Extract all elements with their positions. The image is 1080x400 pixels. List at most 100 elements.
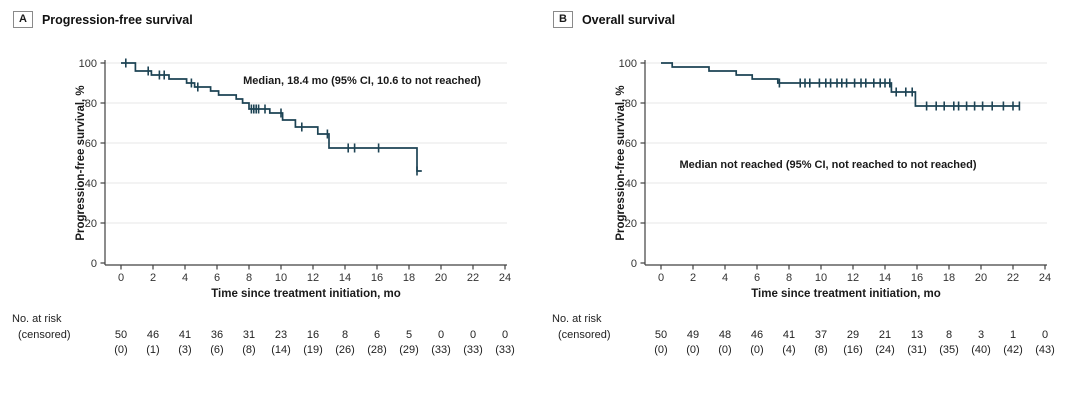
- x-tick-label: 20: [975, 272, 987, 284]
- panel-title-a: Progression-free survival: [41, 12, 193, 27]
- x-tick-label: 0: [118, 272, 124, 284]
- x-tick-label: 12: [307, 272, 319, 284]
- x-tick-label: 16: [371, 272, 383, 284]
- risk-at-risk-value: 50: [115, 329, 127, 341]
- y-tick-label: 60: [625, 138, 637, 150]
- risk-at-risk-value: 48: [719, 329, 731, 341]
- x-tick-label: 20: [435, 272, 447, 284]
- risk-at-risk-value: 8: [342, 329, 348, 341]
- risk-censored-value: (24): [875, 344, 895, 356]
- x-tick-label: 12: [847, 272, 859, 284]
- risk-at-risk-value: 5: [406, 329, 412, 341]
- risk-censored-value: (8): [242, 344, 255, 356]
- risk-censored-value: (0): [750, 344, 763, 356]
- y-tick-label: 40: [625, 178, 637, 190]
- panel-header-a: A Progression-free survival: [13, 11, 193, 28]
- risk-censored-value: (40): [971, 344, 991, 356]
- y-axis-label: Progression-free survival, %: [615, 85, 627, 240]
- y-tick-label: 80: [85, 98, 97, 110]
- y-tick-label: 60: [85, 138, 97, 150]
- risk-at-risk-value: 41: [179, 329, 191, 341]
- risk-at-risk-value: 0: [1042, 329, 1048, 341]
- x-tick-label: 10: [815, 272, 827, 284]
- risk-at-risk-value: 0: [470, 329, 476, 341]
- y-tick-label: 0: [91, 258, 97, 270]
- risk-censored-value: (0): [114, 344, 127, 356]
- x-tick-label: 14: [339, 272, 351, 284]
- y-tick-label: 20: [85, 218, 97, 230]
- risk-at-risk-value: 29: [847, 329, 859, 341]
- panel-letter-a: A: [13, 11, 33, 28]
- risk-censored-value: (4): [782, 344, 795, 356]
- risk-at-risk-value: 13: [911, 329, 923, 341]
- y-tick-label: 80: [625, 98, 637, 110]
- km-curve: [121, 62, 422, 172]
- x-tick-label: 22: [1007, 272, 1019, 284]
- x-tick-label: 2: [690, 272, 696, 284]
- risk-censored-value: (0): [718, 344, 731, 356]
- risk-censored-value: (33): [431, 344, 451, 356]
- risk-censored-value: (1): [146, 344, 159, 356]
- x-axis-label: Time since treatment initiation, mo: [211, 288, 401, 300]
- risk-censored-value: (42): [1003, 344, 1023, 356]
- x-tick-label: 6: [754, 272, 760, 284]
- risk-censored-value: (0): [686, 344, 699, 356]
- risk-censored-value: (43): [1035, 344, 1055, 356]
- x-tick-label: 16: [911, 272, 923, 284]
- x-tick-label: 24: [499, 272, 511, 284]
- y-tick-label: 40: [85, 178, 97, 190]
- x-tick-label: 18: [403, 272, 415, 284]
- x-tick-label: 18: [943, 272, 955, 284]
- risk-censored-value: (26): [335, 344, 355, 356]
- risk-at-risk-value: 16: [307, 329, 319, 341]
- risk-at-risk-value: 50: [655, 329, 667, 341]
- x-tick-label: 24: [1039, 272, 1051, 284]
- x-axis-label: Time since treatment initiation, mo: [751, 288, 941, 300]
- risk-censored-value: (29): [399, 344, 419, 356]
- x-tick-label: 10: [275, 272, 287, 284]
- risk-censored-value: (35): [939, 344, 959, 356]
- risk-table-label: No. at risk: [552, 313, 602, 325]
- risk-at-risk-value: 0: [438, 329, 444, 341]
- risk-at-risk-value: 49: [687, 329, 699, 341]
- x-tick-label: 8: [246, 272, 252, 284]
- risk-at-risk-value: 8: [946, 329, 952, 341]
- x-tick-label: 6: [214, 272, 220, 284]
- median-annotation: Median not reached (95% CI, not reached …: [679, 159, 976, 171]
- panel-header-b: B Overall survival: [553, 11, 675, 28]
- panel-overall-survival: B Overall survival 0 20 40 60 80 100 0 2 4 6 8 10 12…: [540, 0, 1080, 400]
- risk-at-risk-value: 23: [275, 329, 287, 341]
- risk-censored-value: (28): [367, 344, 387, 356]
- risk-censored-value: (14): [271, 344, 291, 356]
- x-tick-label: 0: [658, 272, 664, 284]
- risk-at-risk-value: 41: [783, 329, 795, 341]
- risk-censored-value: (6): [210, 344, 223, 356]
- risk-censored-value: (19): [303, 344, 323, 356]
- risk-censored-value: (3): [178, 344, 191, 356]
- risk-table-label: No. at risk: [12, 313, 62, 325]
- risk-at-risk-value: 0: [502, 329, 508, 341]
- risk-censored-value: (8): [814, 344, 827, 356]
- y-tick-label: 0: [631, 258, 637, 270]
- x-tick-label: 2: [150, 272, 156, 284]
- risk-at-risk-value: 31: [243, 329, 255, 341]
- y-tick-label: 20: [625, 218, 637, 230]
- y-tick-label: 100: [619, 58, 637, 70]
- x-tick-label: 4: [182, 272, 188, 284]
- panel-letter-b: B: [553, 11, 573, 28]
- y-tick-label: 100: [79, 58, 97, 70]
- x-tick-label: 4: [722, 272, 728, 284]
- risk-at-risk-value: 37: [815, 329, 827, 341]
- risk-censored-value: (16): [843, 344, 863, 356]
- panel-progression-free-survival: A Progression-free survival 0 20 40 60 80 100…: [12, 11, 515, 356]
- risk-censored-label: (censored): [18, 329, 71, 341]
- x-tick-label: 8: [786, 272, 792, 284]
- risk-censored-value: (33): [463, 344, 483, 356]
- risk-censored-value: (33): [495, 344, 515, 356]
- x-tick-label: 22: [467, 272, 479, 284]
- risk-at-risk-value: 3: [978, 329, 984, 341]
- risk-censored-value: (31): [907, 344, 927, 356]
